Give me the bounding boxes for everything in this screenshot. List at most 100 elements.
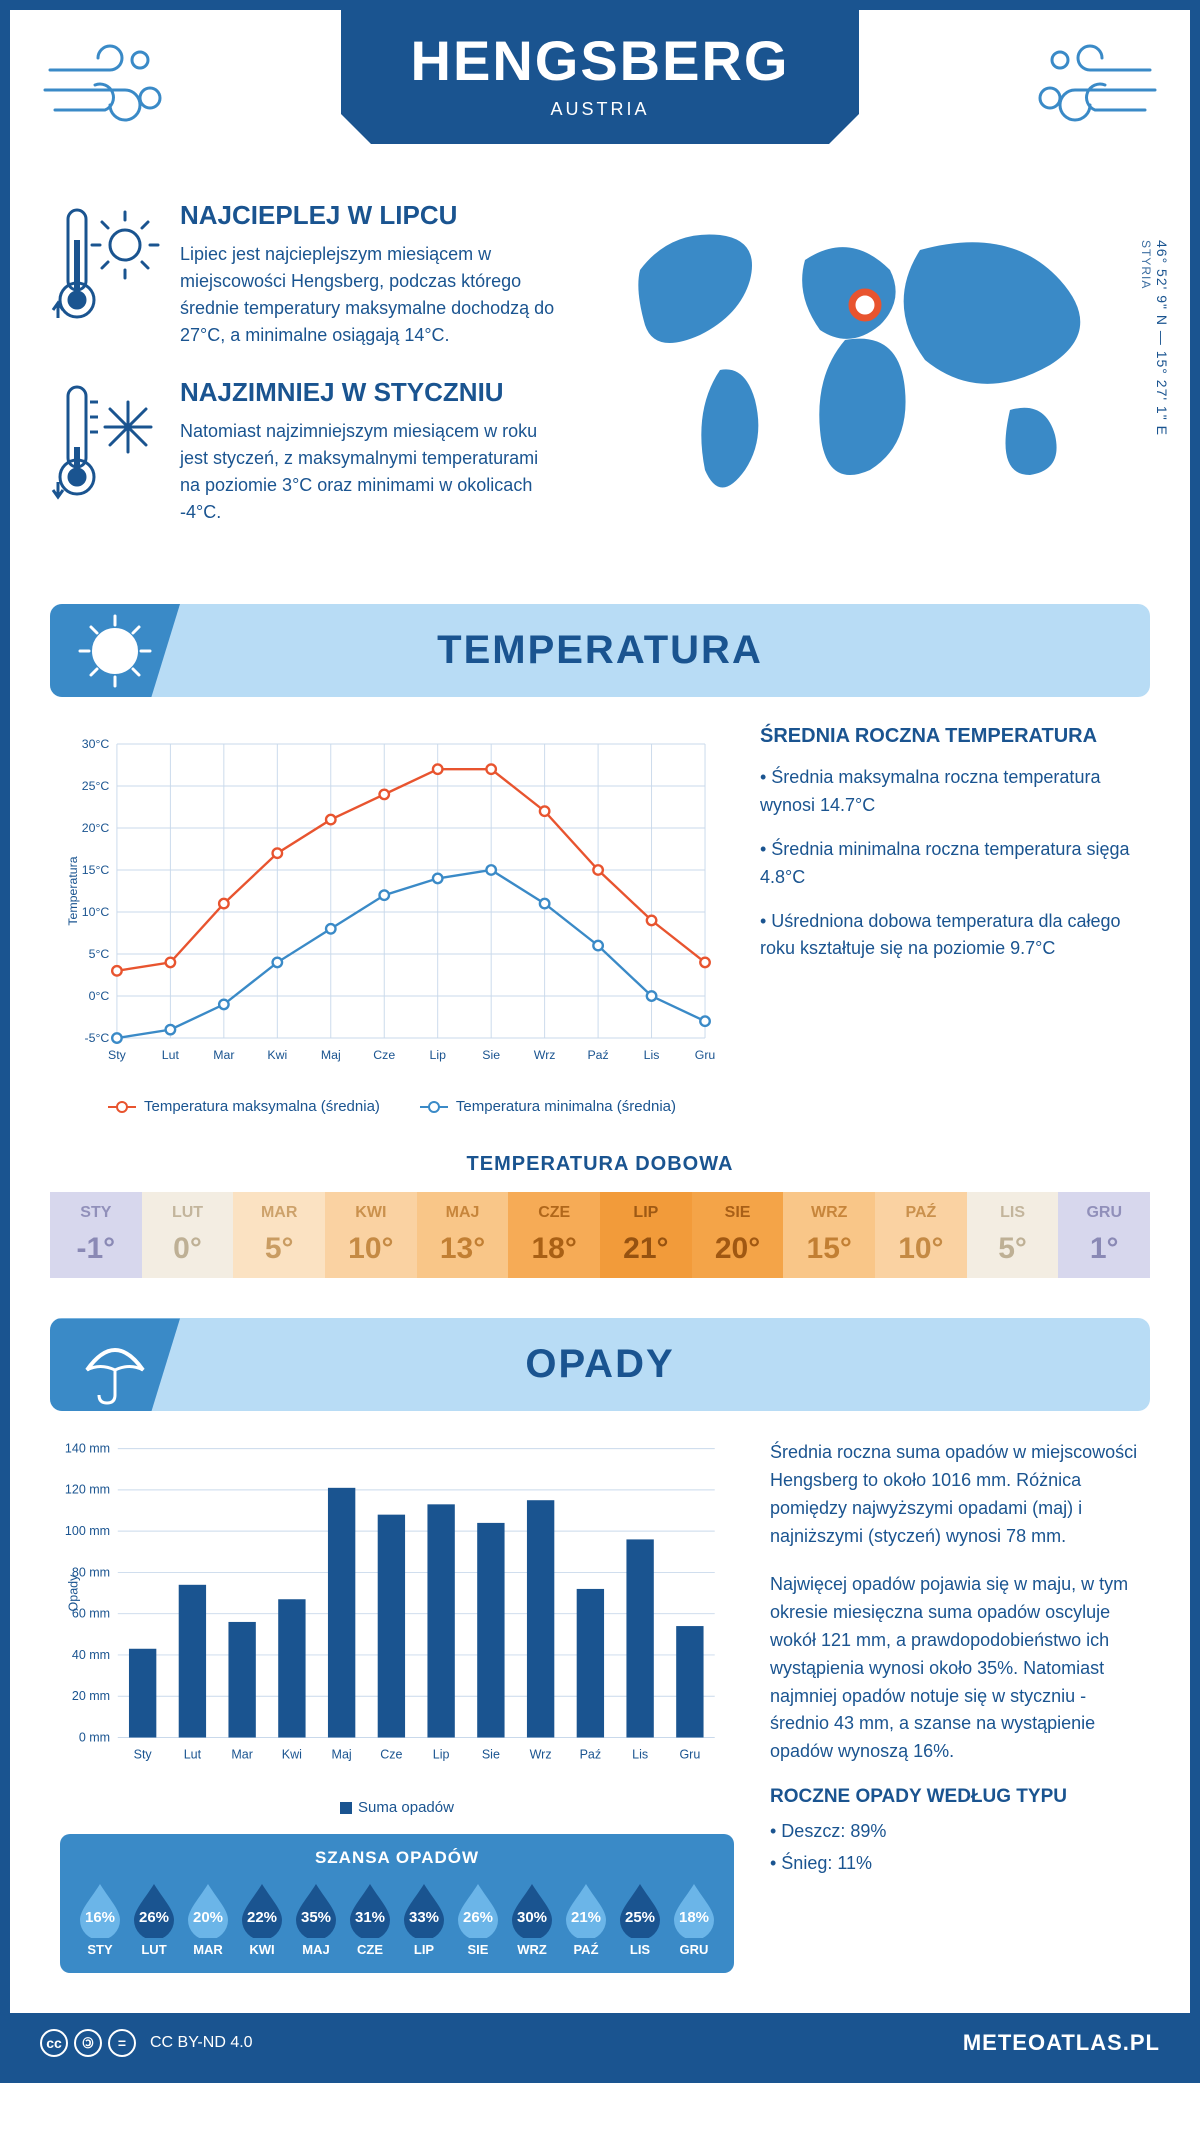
svg-text:120 mm: 120 mm <box>65 1483 110 1497</box>
svg-text:15°C: 15°C <box>82 863 110 877</box>
coordinates: 46° 52' 9" N — 15° 27' 1" E STYRIA <box>1138 240 1170 436</box>
drop-cell: 21% PAŹ <box>562 1880 610 1957</box>
svg-text:18%: 18% <box>679 1909 709 1926</box>
svg-text:26%: 26% <box>139 1909 169 1926</box>
coldest-info: NAJZIMNIEJ W STYCZNIU Natomiast najzimni… <box>50 377 560 526</box>
temperature-banner: TEMPERATURA <box>50 604 1150 697</box>
city-name: HENGSBERG <box>411 28 790 93</box>
footer: cc 🄯 = CC BY-ND 4.0 METEOATLAS.PL <box>10 2013 1190 2073</box>
precip-banner: OPADY <box>50 1318 1150 1411</box>
thermometer-snow-icon <box>50 377 160 526</box>
drop-cell: 18% GRU <box>670 1880 718 1957</box>
temperature-title: TEMPERATURA <box>437 628 763 673</box>
brand: METEOATLAS.PL <box>963 2030 1160 2056</box>
drop-cell: 30% WRZ <box>508 1880 556 1957</box>
legend-max: Temperatura maksymalna (średnia) <box>108 1098 380 1115</box>
svg-text:Sty: Sty <box>134 1748 153 1762</box>
drop-cell: 22% KWI <box>238 1880 286 1957</box>
wind-icon <box>40 40 170 135</box>
svg-text:26%: 26% <box>463 1909 493 1926</box>
svg-text:21%: 21% <box>571 1909 601 1926</box>
svg-text:Paź: Paź <box>587 1048 608 1062</box>
svg-text:Sie: Sie <box>482 1048 500 1062</box>
drop-cell: 16% STY <box>76 1880 124 1957</box>
svg-text:33%: 33% <box>409 1909 439 1926</box>
license-text: CC BY-ND 4.0 <box>150 2034 253 2052</box>
precip-title: OPADY <box>525 1342 674 1387</box>
svg-text:Lip: Lip <box>433 1748 450 1762</box>
drop-cell: 20% MAR <box>184 1880 232 1957</box>
daily-cell: MAJ13° <box>417 1192 509 1278</box>
svg-text:Wrz: Wrz <box>534 1048 556 1062</box>
umbrella-icon <box>75 1325 155 1405</box>
daily-cell: KWI10° <box>325 1192 417 1278</box>
country-name: AUSTRIA <box>411 99 790 120</box>
svg-text:30°C: 30°C <box>82 737 110 751</box>
svg-text:-5°C: -5°C <box>85 1031 110 1045</box>
drop-cell: 35% MAJ <box>292 1880 340 1957</box>
svg-text:Lis: Lis <box>632 1748 648 1762</box>
svg-text:Lut: Lut <box>162 1048 180 1062</box>
svg-text:Sie: Sie <box>482 1748 500 1762</box>
daily-cell: WRZ15° <box>783 1192 875 1278</box>
coldest-heading: NAJZIMNIEJ W STYCZNIU <box>180 377 560 408</box>
daily-cell: SIE20° <box>692 1192 784 1278</box>
header: HENGSBERG AUSTRIA <box>10 10 1190 200</box>
warmest-text: Lipiec jest najcieplejszym miesiącem w m… <box>180 241 560 349</box>
daily-temp-title: TEMPERATURA DOBOWA <box>10 1153 1190 1176</box>
svg-text:Wrz: Wrz <box>530 1748 552 1762</box>
daily-cell: MAR5° <box>233 1192 325 1278</box>
coldest-text: Natomiast najzimniejszym miesiącem w rok… <box>180 418 560 526</box>
daily-cell: PAŹ10° <box>875 1192 967 1278</box>
svg-text:40 mm: 40 mm <box>72 1648 110 1662</box>
precip-chart: 0 mm20 mm40 mm60 mm80 mm100 mm120 mm140 … <box>60 1439 734 1973</box>
drop-cell: 25% LIS <box>616 1880 664 1957</box>
svg-text:31%: 31% <box>355 1909 385 1926</box>
svg-text:Cze: Cze <box>380 1748 402 1762</box>
svg-text:20 mm: 20 mm <box>72 1690 110 1704</box>
wind-icon <box>1030 40 1160 135</box>
svg-text:Mar: Mar <box>213 1048 234 1062</box>
svg-text:25°C: 25°C <box>82 779 110 793</box>
thermometer-sun-icon <box>50 200 160 349</box>
svg-text:0°C: 0°C <box>89 989 110 1003</box>
warmest-heading: NAJCIEPLEJ W LIPCU <box>180 200 560 231</box>
svg-text:Lut: Lut <box>184 1748 202 1762</box>
svg-text:25%: 25% <box>625 1909 655 1926</box>
svg-text:5°C: 5°C <box>89 947 110 961</box>
svg-text:Lis: Lis <box>644 1048 660 1062</box>
svg-text:20%: 20% <box>193 1909 223 1926</box>
svg-text:20°C: 20°C <box>82 821 110 835</box>
svg-text:Cze: Cze <box>373 1048 395 1062</box>
svg-text:Gru: Gru <box>679 1748 700 1762</box>
drop-cell: 33% LIP <box>400 1880 448 1957</box>
svg-text:Mar: Mar <box>231 1748 253 1762</box>
svg-text:22%: 22% <box>247 1909 277 1926</box>
svg-text:Kwi: Kwi <box>267 1048 287 1062</box>
daily-temp-table: STY-1°LUT0°MAR5°KWI10°MAJ13°CZE18°LIP21°… <box>50 1192 1150 1278</box>
daily-cell: LIP21° <box>600 1192 692 1278</box>
svg-text:140 mm: 140 mm <box>65 1442 110 1456</box>
precip-summary: Średnia roczna suma opadów w miejscowośc… <box>770 1439 1150 1973</box>
precip-chance-box: SZANSA OPADÓW 16% STY 26% LUT 20% MAR 22… <box>60 1834 734 1973</box>
warmest-info: NAJCIEPLEJ W LIPCU Lipiec jest najcieple… <box>50 200 560 349</box>
svg-text:Maj: Maj <box>332 1748 352 1762</box>
svg-text:Lip: Lip <box>429 1048 446 1062</box>
daily-cell: LIS5° <box>967 1192 1059 1278</box>
svg-text:Maj: Maj <box>321 1048 341 1062</box>
svg-text:Temperatura: Temperatura <box>66 856 80 925</box>
daily-cell: LUT0° <box>142 1192 234 1278</box>
svg-text:Sty: Sty <box>108 1048 127 1062</box>
drop-cell: 26% LUT <box>130 1880 178 1957</box>
drop-cell: 26% SIE <box>454 1880 502 1957</box>
drop-cell: 31% CZE <box>346 1880 394 1957</box>
svg-text:100 mm: 100 mm <box>65 1524 110 1538</box>
sun-icon <box>75 611 155 691</box>
svg-text:35%: 35% <box>301 1909 331 1926</box>
cc-icons: cc 🄯 = <box>40 2029 136 2057</box>
daily-cell: CZE18° <box>508 1192 600 1278</box>
svg-text:Paź: Paź <box>580 1748 602 1762</box>
svg-text:0 mm: 0 mm <box>79 1731 110 1745</box>
daily-cell: GRU1° <box>1058 1192 1150 1278</box>
legend-min: Temperatura minimalna (średnia) <box>420 1098 676 1115</box>
